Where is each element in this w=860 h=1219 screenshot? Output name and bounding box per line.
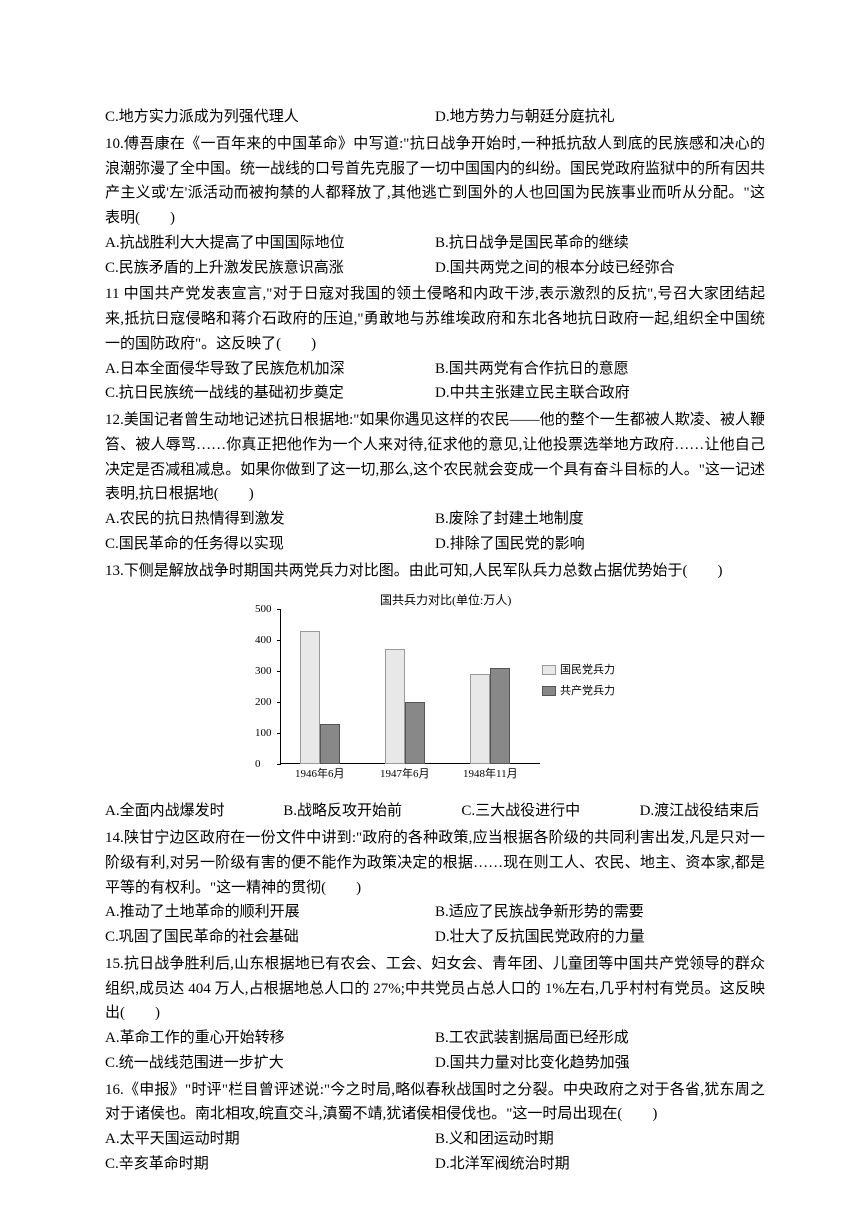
question-16: 16.《申报》"时评"栏目曾评述说:"今之时局,略似春秋战国时之分裂。中央政府之… xyxy=(105,1078,765,1177)
option-a: A.农民的抗日热情得到激发 xyxy=(105,507,435,532)
option-d: D.北洋军阀统治时期 xyxy=(435,1152,765,1177)
question-text: 13.下侧是解放战争时期国共两党兵力对比图。由此可知,人民军队兵力总数占据优势始… xyxy=(105,559,765,584)
legend-item-ccp: 共产党兵力 xyxy=(542,682,615,700)
options-row: C.抗日民族统一战线的基础初步奠定 D.中共主张建立民主联合政府 xyxy=(105,381,765,406)
bar-kmt-3 xyxy=(470,674,490,764)
option-b: B.国共两党有合作抗日的意愿 xyxy=(435,357,765,382)
option-c: C.巩固了国民革命的社会基础 xyxy=(105,925,435,950)
x-label-1: 1946年6月 xyxy=(295,765,345,783)
question-13: 13.下侧是解放战争时期国共两党兵力对比图。由此可知,人民军队兵力总数占据优势始… xyxy=(105,559,765,825)
option-b: B.战略反攻开始前 xyxy=(283,799,461,824)
option-b: B.抗日战争是国民革命的继续 xyxy=(435,231,765,256)
bar-kmt-1 xyxy=(300,631,320,764)
y-label: 100 xyxy=(255,724,272,742)
options-row: A.日本全面侵华导致了民族危机加深 B.国共两党有合作抗日的意愿 xyxy=(105,357,765,382)
options-row: A.推动了土地革命的顺利开展 B.适应了民族战争新形势的需要 xyxy=(105,900,765,925)
options-row: A.全面内战爆发时 B.战略反攻开始前 C.三大战役进行中 D.渡江战役结束后 xyxy=(105,799,765,824)
option-b: B.废除了封建土地制度 xyxy=(435,507,765,532)
question-text: 11 中国共产党发表宣言,"对于日寇对我国的领土侵略和内政干涉,表示激烈的反抗"… xyxy=(105,282,765,356)
options-row: A.革命工作的重心开始转移 B.工农武装割据局面已经形成 xyxy=(105,1026,765,1051)
option-a: A.太平天国运动时期 xyxy=(105,1127,435,1152)
question-10: 10.傅吾康在《一百年来的中国革命》中写道:"抗日战争开始时,一种抵抗敌人到底的… xyxy=(105,132,765,281)
question-text: 10.傅吾康在《一百年来的中国革命》中写道:"抗日战争开始时,一种抵抗敌人到底的… xyxy=(105,132,765,231)
chart-legend: 国民党兵力 共产党兵力 xyxy=(542,661,615,703)
y-label: 200 xyxy=(255,693,272,711)
bar-ccp-2 xyxy=(405,702,425,764)
option-c: C.三大战役进行中 xyxy=(461,799,639,824)
question-15: 15.抗日战争胜利后,山东根据地已有农会、工会、妇女会、青年团、儿童团等中国共产… xyxy=(105,952,765,1076)
options-row: C.国民革命的任务得以实现 D.排除了国民党的影响 xyxy=(105,532,765,557)
option-c: C.国民革命的任务得以实现 xyxy=(105,532,435,557)
options-row: C.巩固了国民革命的社会基础 D.壮大了反抗国民党政府的力量 xyxy=(105,925,765,950)
question-12: 12.美国记者曾生动地记述抗日根据地:"如果你遇见这样的农民——他的整个一生都被… xyxy=(105,408,765,557)
question-11: 11 中国共产党发表宣言,"对于日寇对我国的领土侵略和内政干涉,表示激烈的反抗"… xyxy=(105,282,765,406)
question-9-partial: C.地方实力派成为列强代理人 D.地方势力与朝廷分庭抗礼 xyxy=(105,105,765,130)
y-tick xyxy=(277,733,281,734)
y-tick xyxy=(277,764,281,765)
bar-group-2 xyxy=(385,649,425,764)
legend-item-kmt: 国民党兵力 xyxy=(542,661,615,679)
bar-kmt-2 xyxy=(385,649,405,764)
y-tick xyxy=(277,702,281,703)
option-d: D.排除了国民党的影响 xyxy=(435,532,765,557)
option-b: B.义和团运动时期 xyxy=(435,1127,765,1152)
y-axis xyxy=(280,609,281,764)
bar-group-3 xyxy=(470,668,510,764)
y-label: 400 xyxy=(255,631,272,649)
x-label-3: 1948年11月 xyxy=(463,765,518,783)
bar-ccp-3 xyxy=(490,668,510,764)
y-label: 500 xyxy=(255,600,272,618)
options-row: A.太平天国运动时期 B.义和团运动时期 xyxy=(105,1127,765,1152)
option-b: B.适应了民族战争新形势的需要 xyxy=(435,900,765,925)
legend-swatch-icon xyxy=(542,686,556,696)
question-text: 12.美国记者曾生动地记述抗日根据地:"如果你遇见这样的农民——他的整个一生都被… xyxy=(105,408,765,507)
question-14: 14.陕甘宁边区政府在一份文件中讲到:"政府的各种政策,应当根据各阶级的共同利害… xyxy=(105,826,765,950)
options-row: C.辛亥革命时期 D.北洋军阀统治时期 xyxy=(105,1152,765,1177)
option-d: D.国共力量对比变化趋势加强 xyxy=(435,1051,765,1076)
legend-label: 共产党兵力 xyxy=(560,682,615,700)
option-c: C.统一战线范围进一步扩大 xyxy=(105,1051,435,1076)
legend-swatch-icon xyxy=(542,665,556,675)
y-tick xyxy=(277,671,281,672)
option-a: A.日本全面侵华导致了民族危机加深 xyxy=(105,357,435,382)
y-tick xyxy=(277,640,281,641)
x-label-2: 1947年6月 xyxy=(380,765,430,783)
legend-label: 国民党兵力 xyxy=(560,661,615,679)
chart-title: 国共兵力对比(单位:万人) xyxy=(380,591,511,611)
y-label: 300 xyxy=(255,662,272,680)
option-c: C.辛亥革命时期 xyxy=(105,1152,435,1177)
option-d: D.中共主张建立民主联合政府 xyxy=(435,381,765,406)
option-d: D.壮大了反抗国民党政府的力量 xyxy=(435,925,765,950)
bar-ccp-1 xyxy=(320,724,340,764)
bar-group-1 xyxy=(300,631,340,764)
y-tick xyxy=(277,609,281,610)
option-a: A.革命工作的重心开始转移 xyxy=(105,1026,435,1051)
option-a: A.推动了土地革命的顺利开展 xyxy=(105,900,435,925)
options-row: C.民族矛盾的上升激发民族意识高涨 D.国共两党之间的根本分歧已经弥合 xyxy=(105,256,765,281)
option-c: C.民族矛盾的上升激发民族意识高涨 xyxy=(105,256,435,281)
y-label: 0 xyxy=(255,755,261,773)
option-d: D.地方势力与朝廷分庭抗礼 xyxy=(435,105,765,130)
option-d: D.渡江战役结束后 xyxy=(640,799,765,824)
options-row: C.地方实力派成为列强代理人 D.地方势力与朝廷分庭抗礼 xyxy=(105,105,765,130)
question-text: 15.抗日战争胜利后,山东根据地已有农会、工会、妇女会、青年团、儿童团等中国共产… xyxy=(105,952,765,1026)
chart-container: 国共兵力对比(单位:万人) 0 100 200 300 400 500 1946… xyxy=(105,591,765,791)
option-b: B.工农武装割据局面已经形成 xyxy=(435,1026,765,1051)
options-row: A.农民的抗日热情得到激发 B.废除了封建土地制度 xyxy=(105,507,765,532)
question-text: 14.陕甘宁边区政府在一份文件中讲到:"政府的各种政策,应当根据各阶级的共同利害… xyxy=(105,826,765,900)
option-c: C.地方实力派成为列强代理人 xyxy=(105,105,435,130)
option-a: A.全面内战爆发时 xyxy=(105,799,283,824)
option-a: A.抗战胜利大大提高了中国国际地位 xyxy=(105,231,435,256)
bar-chart: 国共兵力对比(单位:万人) 0 100 200 300 400 500 1946… xyxy=(245,591,625,791)
option-d: D.国共两党之间的根本分歧已经弥合 xyxy=(435,256,765,281)
question-text: 16.《申报》"时评"栏目曾评述说:"今之时局,略似春秋战国时之分裂。中央政府之… xyxy=(105,1078,765,1128)
option-c: C.抗日民族统一战线的基础初步奠定 xyxy=(105,381,435,406)
options-row: C.统一战线范围进一步扩大 D.国共力量对比变化趋势加强 xyxy=(105,1051,765,1076)
options-row: A.抗战胜利大大提高了中国国际地位 B.抗日战争是国民革命的继续 xyxy=(105,231,765,256)
